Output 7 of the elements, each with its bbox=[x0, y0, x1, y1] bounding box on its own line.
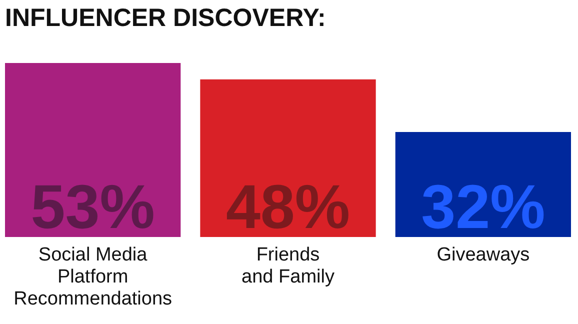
x-tick-label: Giveaways bbox=[436, 244, 530, 266]
x-tick-label: Social Media Platform Recommendations bbox=[14, 244, 172, 310]
data-label: 53% bbox=[30, 173, 155, 242]
chart-title: INFLUENCER DISCOVERY: bbox=[5, 4, 326, 32]
data-label: 32% bbox=[421, 173, 546, 242]
data-label: 48% bbox=[226, 173, 350, 242]
x-tick-label: Friends and Family bbox=[242, 244, 335, 288]
